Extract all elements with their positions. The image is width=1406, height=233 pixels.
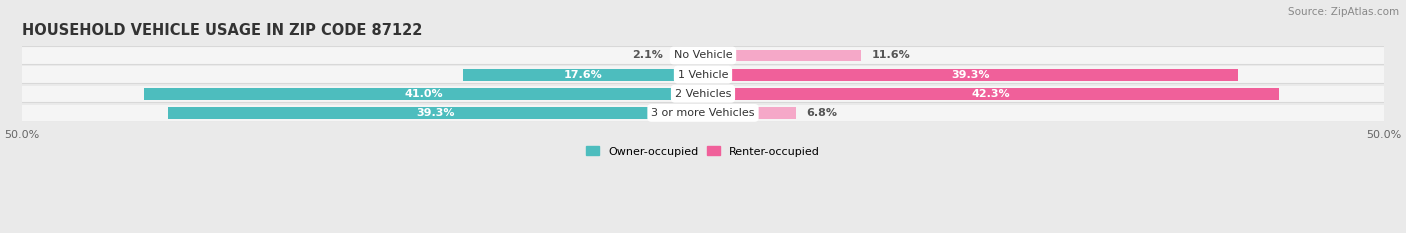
Text: 39.3%: 39.3%	[416, 108, 454, 118]
Text: 11.6%: 11.6%	[872, 51, 911, 61]
Text: 3 or more Vehicles: 3 or more Vehicles	[651, 108, 755, 118]
Bar	[703, 107, 796, 119]
Bar	[21, 86, 1385, 102]
Bar	[145, 88, 703, 100]
Bar	[703, 88, 1279, 100]
Bar	[21, 105, 1385, 121]
Text: 2.1%: 2.1%	[633, 51, 664, 61]
Text: 1 Vehicle: 1 Vehicle	[678, 70, 728, 80]
Bar	[703, 50, 860, 62]
Text: No Vehicle: No Vehicle	[673, 51, 733, 61]
Bar	[21, 47, 1385, 64]
Text: 42.3%: 42.3%	[972, 89, 1011, 99]
Bar	[167, 107, 703, 119]
Bar	[21, 66, 1385, 83]
Bar	[463, 69, 703, 81]
Text: 2 Vehicles: 2 Vehicles	[675, 89, 731, 99]
Bar	[675, 50, 703, 62]
Text: 39.3%: 39.3%	[952, 70, 990, 80]
Text: 6.8%: 6.8%	[807, 108, 838, 118]
Text: Source: ZipAtlas.com: Source: ZipAtlas.com	[1288, 7, 1399, 17]
Bar	[703, 69, 1239, 81]
Text: 17.6%: 17.6%	[564, 70, 603, 80]
Legend: Owner-occupied, Renter-occupied: Owner-occupied, Renter-occupied	[586, 146, 820, 157]
Text: 41.0%: 41.0%	[405, 89, 443, 99]
Text: HOUSEHOLD VEHICLE USAGE IN ZIP CODE 87122: HOUSEHOLD VEHICLE USAGE IN ZIP CODE 8712…	[21, 23, 422, 38]
